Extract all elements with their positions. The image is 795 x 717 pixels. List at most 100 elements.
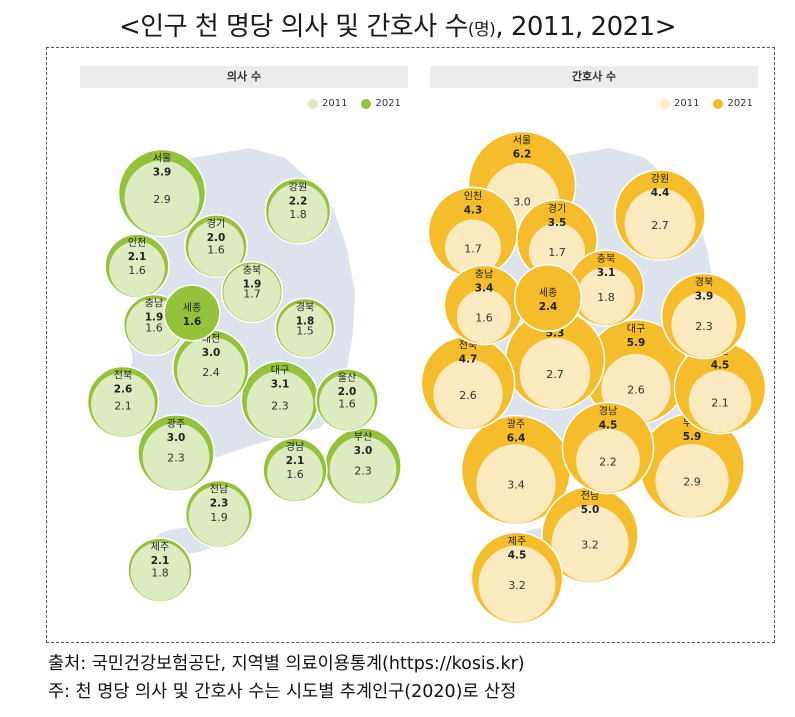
- value-label-2021: 3.5: [548, 217, 567, 229]
- value-label-2021: 2.1: [286, 455, 305, 467]
- region-bubble: 2.1 전북 2.6: [86, 365, 160, 439]
- region-label: 울산: [338, 372, 356, 384]
- bubble-2011: [329, 436, 397, 504]
- bubble-2011: [655, 443, 729, 518]
- doctor-legend: 2011 2021: [308, 98, 401, 109]
- value-label-2021: 6.4: [507, 433, 526, 445]
- region-bubble: 1.6 울산 2.0: [315, 368, 379, 432]
- legend-2021-label: 2021: [727, 98, 753, 109]
- region-label: 부산: [354, 431, 372, 443]
- value-label-2021: 4.5: [508, 549, 527, 561]
- region-bubble: 3.4 광주 6.4: [460, 414, 572, 526]
- value-label-2021: 1.6: [183, 316, 202, 328]
- region-bubble: 1.8 제주 2.1: [127, 537, 193, 603]
- bubble-2011: [124, 160, 200, 236]
- value-label-2021: 2.1: [128, 251, 147, 263]
- value-label-2021: 4.4: [651, 187, 670, 199]
- legend-2011-label: 2011: [674, 98, 700, 109]
- value-label-2021: 3.9: [695, 291, 714, 303]
- bubble-2011: [188, 485, 250, 547]
- region-label: 강원: [289, 181, 307, 193]
- bubble-2011: [456, 289, 512, 344]
- value-label-2021: 3.0: [167, 432, 186, 444]
- region-bubble: 2.3 대구 3.1: [240, 360, 320, 440]
- bubble-2011: [176, 336, 246, 406]
- region-label: 세종: [183, 302, 201, 314]
- bubble-2011: [519, 337, 591, 409]
- bubble-2011: [478, 545, 556, 623]
- legend-2011-swatch: [660, 98, 670, 109]
- bubble-2011: [91, 372, 155, 437]
- value-label-2021: 4.5: [599, 419, 618, 431]
- bubble-2011: [671, 292, 737, 358]
- value-label-2011: 1.6: [128, 264, 146, 277]
- value-label-2021: 1.8: [296, 315, 315, 327]
- value-label-2011: 1.6: [338, 397, 356, 410]
- value-label-2021: 4.3: [464, 204, 483, 216]
- region-bubble: 1.6 충남 1.9: [122, 293, 186, 357]
- bubble-2021: [163, 284, 221, 342]
- region-label: 충북: [243, 265, 261, 277]
- region-label: 대구: [627, 323, 645, 335]
- bubble-2011: [476, 444, 556, 524]
- bubble-2011: [576, 428, 640, 493]
- value-label-2011: 1.7: [243, 288, 261, 301]
- figure-frame: [46, 47, 775, 643]
- region-label: 제주: [508, 535, 526, 547]
- value-label-2011: 2.7: [546, 368, 564, 381]
- source-note: 출처: 국민건강보험공단, 지역별 의료이용통계(https://kosis.k…: [48, 654, 525, 674]
- value-label-2021: 2.0: [338, 386, 357, 398]
- legend-2011-swatch: [308, 98, 318, 109]
- value-label-2011: 1.8: [151, 566, 169, 579]
- value-label-2011: 2.3: [354, 465, 372, 478]
- region-bubble: 2.3 부산 3.0: [324, 427, 402, 505]
- region-bubble: 1.6 경기 2.0: [184, 214, 248, 278]
- bubble-2011: [130, 541, 190, 601]
- value-label-2021: 5.0: [581, 504, 600, 516]
- value-label-2011: 2.6: [459, 389, 477, 402]
- value-label-2011: 2.6: [627, 384, 645, 397]
- region-bubble: 3.2 제주 4.5: [470, 531, 564, 625]
- calculation-note: 주: 천 명당 의사 및 간호사 수는 시도별 추계인구(2020)로 산정: [48, 682, 517, 702]
- region-label: 전남: [581, 490, 599, 502]
- bubble-2011: [278, 302, 332, 357]
- value-label-2011: 1.6: [207, 243, 225, 256]
- bubble-2011: [109, 241, 165, 297]
- region-label: 경기: [548, 202, 566, 215]
- value-label-2021: 5.9: [683, 431, 702, 443]
- value-label-2021: 2.2: [289, 195, 308, 207]
- region-label: 강원: [651, 173, 669, 185]
- region-label: 제주: [151, 541, 169, 553]
- page-title: <인구 천 명당 의사 및 간호사 수(명), 2011, 2021>: [0, 6, 795, 43]
- value-label-2021: 2.6: [114, 384, 133, 396]
- region-label: 세종: [539, 287, 557, 299]
- value-label-2011: 3.0: [513, 195, 531, 208]
- region-bubble: 세종 2.4: [513, 263, 583, 333]
- region-label: 서울: [153, 153, 171, 165]
- region-bubble: 1.5 경북 1.8: [274, 297, 336, 359]
- region-bubble: 1.9 전남 2.3: [184, 479, 254, 549]
- region-bubble: 2.2 경남 4.5: [561, 401, 655, 495]
- value-label-2021: 2.0: [207, 232, 226, 244]
- region-label: 경북: [695, 276, 713, 289]
- nurse-panel-title: 간호사 수: [430, 66, 758, 88]
- region-label: 전북: [114, 370, 132, 382]
- value-label-2021: 3.9: [153, 167, 172, 179]
- value-label-2011: 3.2: [581, 539, 599, 552]
- value-label-2011: 2.1: [114, 400, 132, 413]
- value-label-2011: 2.9: [153, 193, 171, 206]
- region-label: 광주: [167, 418, 185, 430]
- value-label-2011: 2.3: [271, 399, 289, 412]
- nurse-legend: 2011 2021: [660, 98, 753, 109]
- region-bubble: 3.2 전남 5.0: [541, 486, 639, 584]
- bubble-2011: [223, 263, 281, 322]
- title-tail: , 2011, 2021>: [495, 12, 676, 42]
- bubble-2011: [142, 423, 210, 491]
- region-label: 인천: [464, 190, 482, 202]
- region-label: 충북: [597, 253, 615, 265]
- region-bubble: 2.7대전5.3: [504, 309, 606, 411]
- bubble-2021: [513, 263, 583, 333]
